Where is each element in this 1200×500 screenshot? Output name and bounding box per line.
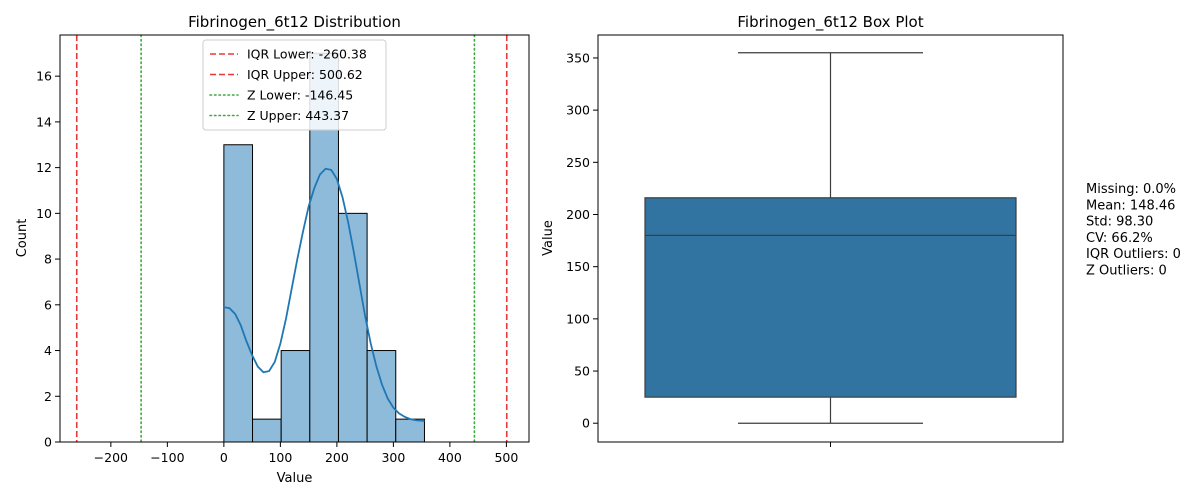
stats-line-4: CV: 66.2%	[1086, 231, 1153, 246]
x-tick-label: −100	[150, 450, 184, 465]
histogram-panel: Fibrinogen_6t12 Distribution −200 −100 0 10…	[15, 13, 530, 486]
iqr-box	[644, 197, 1017, 398]
histogram-bar-7	[395, 418, 425, 443]
histogram-x-ticks: −200 −100 0 100 200 300 400 500	[94, 442, 518, 465]
legend-frame	[202, 39, 387, 131]
y-tick-label: 300	[566, 103, 590, 118]
histogram-bar-6	[366, 350, 397, 443]
histogram-bar-3	[280, 350, 311, 443]
y-tick-label: 0	[582, 416, 590, 431]
x-tick-label: 100	[268, 450, 292, 465]
histogram-legend: IQR Lower: -260.38 IQR Upper: 500.62 Z Low…	[202, 39, 387, 131]
y-tick-label: 50	[574, 364, 590, 379]
legend-label-3: Z Lower: -146.45	[247, 88, 353, 103]
x-tick-label: 0	[220, 450, 228, 465]
histogram-y-label: Count	[15, 219, 30, 258]
histogram-y-ticks: 0 2 4 6 8 10 12 14 16	[36, 69, 60, 450]
x-tick-label: 200	[325, 450, 349, 465]
y-tick-label: 2	[44, 389, 52, 404]
x-tick-label: −200	[94, 450, 128, 465]
y-tick-label: 10	[36, 206, 52, 221]
stats-line-6: Z Outliers: 0	[1086, 264, 1167, 279]
y-tick-label: 12	[36, 160, 52, 175]
y-tick-label: 100	[566, 311, 590, 326]
legend-label-1: IQR Lower: -260.38	[247, 47, 367, 62]
y-tick-label: 8	[44, 252, 52, 267]
x-tick-label: 500	[494, 450, 518, 465]
histogram-x-label: Value	[277, 471, 313, 486]
boxplot-panel: Fibrinogen_6t12 Box Plot 0 50 100 150 200 250…	[541, 13, 1064, 447]
y-tick-label: 6	[44, 297, 52, 312]
boxplot-y-label: Value	[541, 220, 556, 256]
y-tick-label: 14	[36, 114, 52, 129]
histogram-bar-1	[223, 144, 254, 443]
histogram-bar-2	[252, 418, 282, 443]
stats-line-2: Mean: 148.46	[1086, 198, 1175, 213]
histogram-plot-frame	[59, 34, 530, 443]
stats-line-1: Missing: 0.0%	[1086, 182, 1176, 197]
kde-curve	[223, 167, 425, 422]
legend-label-4: Z Upper: 443.37	[247, 108, 349, 123]
x-tick-label: 400	[438, 450, 462, 465]
histogram-title: Fibrinogen_6t12 Distribution	[188, 13, 401, 32]
y-tick-label: 4	[44, 343, 52, 358]
x-tick-label: 300	[381, 450, 405, 465]
stats-line-3: Std: 98.30	[1086, 215, 1153, 230]
y-tick-label: 350	[566, 50, 590, 65]
boxplot-y-ticks: 0 50 100 150 200 250 300 350	[566, 50, 598, 431]
boxplot-layer	[644, 52, 1017, 424]
stats-line-5: IQR Outliers: 0	[1086, 247, 1181, 262]
y-tick-label: 0	[44, 435, 52, 450]
boxplot-title: Fibrinogen_6t12 Box Plot	[737, 13, 923, 32]
y-tick-label: 200	[566, 207, 590, 222]
y-tick-label: 150	[566, 259, 590, 274]
y-tick-label: 250	[566, 155, 590, 170]
legend-label-2: IQR Upper: 500.62	[247, 67, 363, 82]
kde-layer	[223, 167, 425, 422]
y-tick-label: 16	[36, 69, 52, 84]
reference-lines	[75, 34, 508, 443]
